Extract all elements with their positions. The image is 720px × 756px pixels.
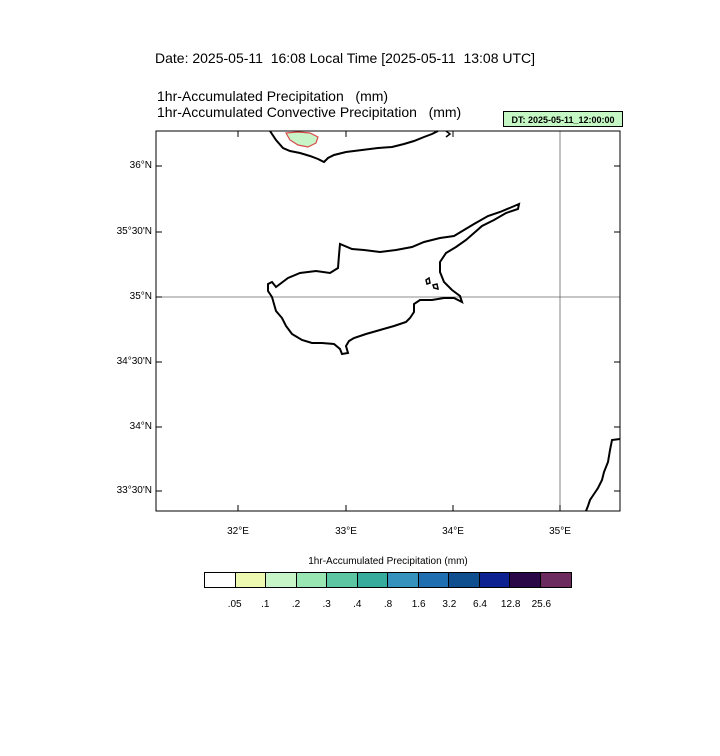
legend-colorbar bbox=[204, 572, 572, 588]
lat-label-34-30n: 34°30'N bbox=[116, 356, 152, 367]
islet-1 bbox=[425, 276, 431, 285]
legend-swatch bbox=[418, 573, 449, 587]
lat-ticks bbox=[156, 165, 620, 492]
legend-tick-label: 3.2 bbox=[442, 599, 457, 610]
legend-tick-label: 12.8 bbox=[500, 599, 521, 610]
islet-2 bbox=[432, 283, 439, 291]
turkey-islet bbox=[445, 130, 452, 138]
legend-swatch bbox=[510, 573, 541, 587]
legend-swatch bbox=[357, 573, 388, 587]
lon-label-35e: 35°E bbox=[549, 526, 571, 537]
lon-label-32e: 32°E bbox=[227, 526, 249, 537]
lat-label-36n: 36°N bbox=[129, 160, 152, 171]
lon-label-34e: 34°E bbox=[442, 526, 464, 537]
convective-precipitation-title: 1hr-Accumulated Convective Precipitation… bbox=[157, 104, 462, 120]
turkey-coastline bbox=[269, 130, 439, 164]
lat-label-35-30n: 35°30'N bbox=[116, 226, 152, 237]
levant-coastline bbox=[585, 438, 621, 512]
lat-label-35n: 35°N bbox=[129, 291, 152, 302]
legend-tick-label: 25.6 bbox=[531, 599, 552, 610]
cyprus-coastline bbox=[267, 202, 521, 356]
legend-swatch bbox=[296, 573, 327, 587]
legend-title: 1hr-Accumulated Precipitation (mm) bbox=[308, 556, 468, 567]
legend-tick-label: .05 bbox=[227, 599, 242, 610]
legend-swatch bbox=[327, 573, 358, 587]
legend-swatch bbox=[540, 573, 571, 587]
legend-tick-label: 1.6 bbox=[411, 599, 426, 610]
map-frame bbox=[155, 130, 621, 512]
date-line: Date: 2025-05-11 16:08 Local Time [2025-… bbox=[155, 50, 536, 66]
legend-swatch bbox=[449, 573, 480, 587]
lon-label-33e: 33°E bbox=[335, 526, 357, 537]
legend-tick-label: .4 bbox=[353, 599, 362, 610]
legend-tick-label: .1 bbox=[261, 599, 270, 610]
legend-tick-label: 6.4 bbox=[473, 599, 487, 610]
legend-tick-label: .3 bbox=[322, 599, 331, 610]
legend-swatch bbox=[479, 573, 510, 587]
precip-patch bbox=[285, 131, 319, 148]
dt-badge: DT: 2025-05-11_12:00:00 bbox=[503, 111, 623, 127]
legend-swatch bbox=[266, 573, 297, 587]
legend-swatch bbox=[205, 573, 236, 587]
legend-tick-label: .2 bbox=[291, 599, 301, 610]
legend-swatch bbox=[388, 573, 419, 587]
legend-tick-label: .8 bbox=[383, 599, 393, 610]
legend-swatch bbox=[235, 573, 266, 587]
lat-label-34n: 34°N bbox=[129, 421, 152, 432]
lon-ticks bbox=[237, 131, 561, 511]
lat-label-33-30n: 33°30'N bbox=[116, 485, 152, 496]
precipitation-title: 1hr-Accumulated Precipitation (mm) bbox=[157, 88, 389, 104]
